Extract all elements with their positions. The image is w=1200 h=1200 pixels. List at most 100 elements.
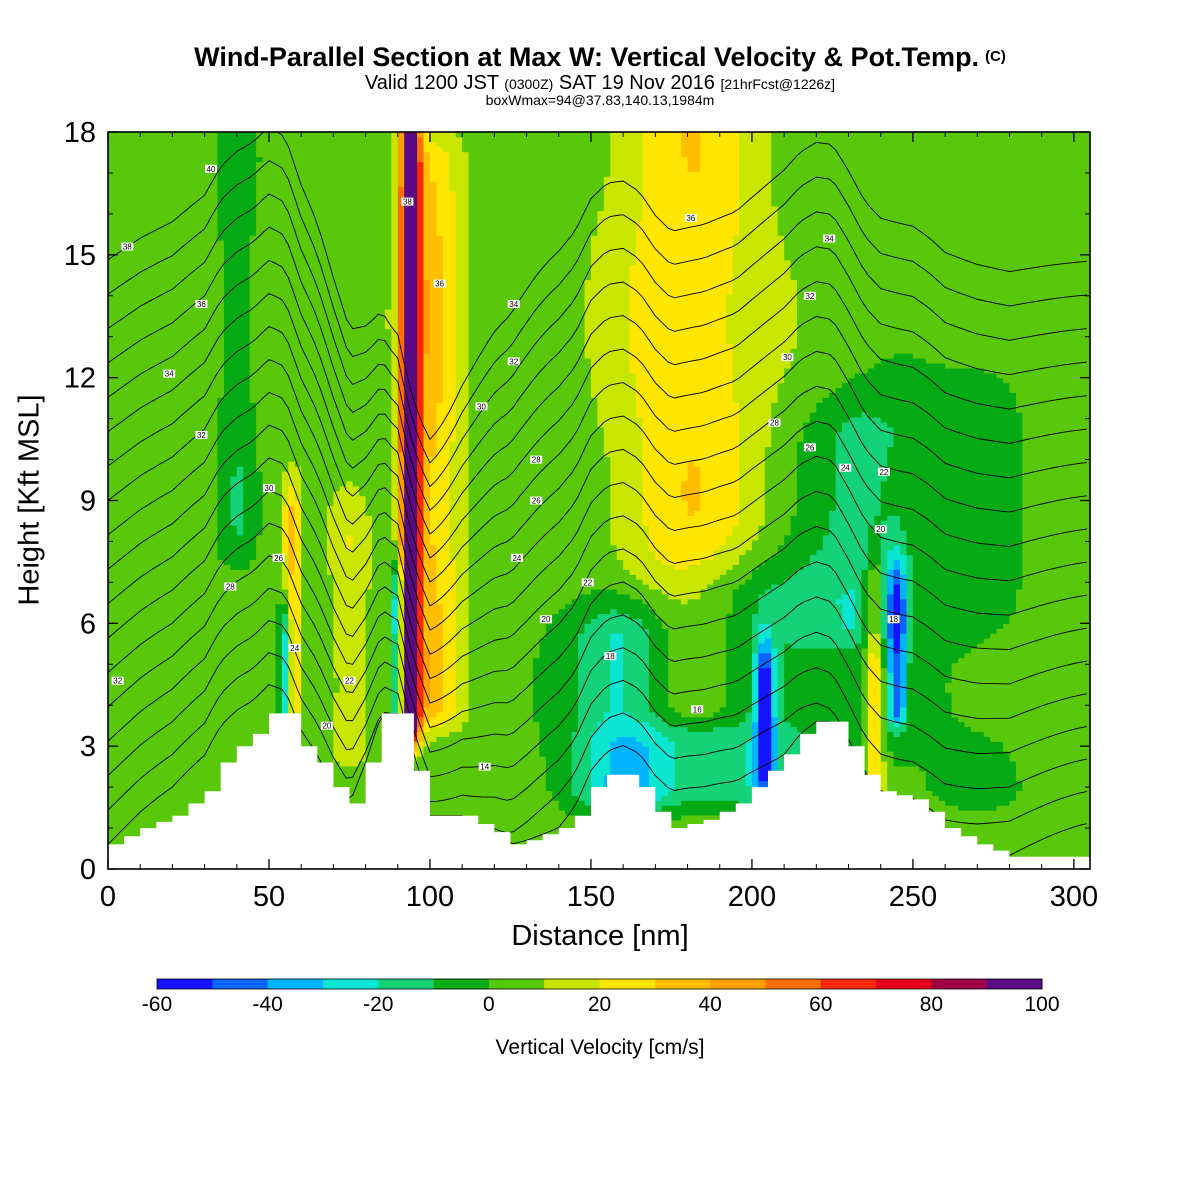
velocity-cell <box>854 132 862 374</box>
velocity-cell <box>256 534 264 869</box>
velocity-cell <box>288 485 296 507</box>
velocity-cell <box>700 588 708 718</box>
velocity-cell <box>790 647 798 728</box>
velocity-cell <box>887 731 895 752</box>
velocity-cell <box>558 132 566 610</box>
velocity-cell <box>236 534 244 570</box>
velocity-cell <box>165 132 173 869</box>
velocity-cell <box>648 711 656 728</box>
velocity-cell <box>829 510 837 649</box>
velocity-cell <box>970 647 978 733</box>
velocity-cell <box>545 790 553 869</box>
velocity-cell <box>790 132 798 280</box>
isentrope-label-text: 36 <box>197 300 206 309</box>
velocity-cell <box>970 731 978 811</box>
isentrope-label-bg <box>224 582 237 591</box>
velocity-cell <box>668 726 676 742</box>
colorbar-swatch <box>267 979 324 989</box>
velocity-cell <box>874 633 882 659</box>
velocity-cell <box>693 731 702 801</box>
isentrope-label-text: 32 <box>805 292 814 301</box>
velocity-cell <box>1009 613 1017 762</box>
velocity-cell <box>1009 132 1017 394</box>
velocity-cell <box>751 652 759 723</box>
x-axis-label: Distance [nm] <box>511 920 689 952</box>
velocity-cell <box>887 721 895 733</box>
velocity-cell <box>732 726 740 801</box>
velocity-cell <box>249 235 257 403</box>
isentrope-label-bg <box>195 431 208 439</box>
velocity-cell <box>610 132 618 546</box>
velocity-cell <box>668 132 676 565</box>
velocity-cell <box>835 431 843 600</box>
velocity-cell <box>642 746 650 791</box>
velocity-cell <box>809 412 817 556</box>
velocity-cell <box>256 132 264 158</box>
velocity-cell <box>281 588 289 605</box>
velocity-cell <box>661 795 669 806</box>
colorbar-tick-label: -20 <box>363 993 393 1016</box>
velocity-cell <box>281 505 289 556</box>
velocity-cell <box>816 402 824 551</box>
velocity-cell <box>990 741 998 811</box>
velocity-cell <box>417 726 425 733</box>
isentrope-label-bg <box>343 676 356 685</box>
velocity-cell <box>661 736 669 796</box>
isentrope-line <box>108 226 1087 512</box>
colorbar-swatch <box>433 979 490 989</box>
velocity-cell <box>726 800 734 816</box>
velocity-cell <box>784 534 792 580</box>
velocity-cell <box>700 716 708 733</box>
isentrope-label-text: 28 <box>532 456 541 465</box>
velocity-cell <box>429 716 438 728</box>
colorbar-label: Vertical Velocity [cm/s] <box>495 1036 705 1059</box>
velocity-cell <box>706 716 714 733</box>
velocity-cell <box>365 588 373 869</box>
velocity-cell <box>739 132 747 556</box>
velocity-cell <box>655 132 663 561</box>
velocity-cell <box>996 628 1004 742</box>
velocity-cell <box>249 402 257 561</box>
velocity-cell <box>423 647 431 708</box>
velocity-cell <box>771 205 779 403</box>
velocity-cell <box>275 132 283 605</box>
velocity-cell <box>533 657 541 723</box>
velocity-cell <box>809 554 817 649</box>
velocity-cell <box>668 805 676 821</box>
isentrope-label-bg <box>111 676 124 685</box>
velocity-cell <box>751 613 759 654</box>
velocity-cell <box>281 132 289 472</box>
colorbar-frame <box>156 978 1043 990</box>
velocity-cell <box>771 584 779 649</box>
y-tick-label: 18 <box>64 117 96 149</box>
x-tick-label: 200 <box>728 881 776 913</box>
velocity-cell <box>423 731 431 747</box>
velocity-cell <box>693 510 702 565</box>
velocity-cell <box>681 569 689 605</box>
velocity-cell <box>945 682 953 693</box>
velocity-cell <box>861 132 869 374</box>
velocity-cell <box>133 132 141 869</box>
velocity-cell <box>256 156 264 163</box>
velocity-cell <box>732 132 740 236</box>
velocity-cell <box>726 534 734 570</box>
colorbar: -60 -40 -20 0 20 40 60 80 100 <box>142 978 1060 1016</box>
velocity-cell <box>1015 412 1023 590</box>
isentrope-label-bg <box>684 214 697 222</box>
isentrope-label-bg <box>433 279 446 288</box>
velocity-cell <box>642 628 650 723</box>
velocity-cell <box>243 569 251 869</box>
velocity-cell <box>970 132 978 369</box>
velocity-cell <box>603 613 611 713</box>
velocity-cell <box>1003 382 1011 624</box>
velocity-cell <box>739 721 747 806</box>
velocity-cell <box>739 584 747 723</box>
velocity-cell <box>687 800 695 816</box>
velocity-cell <box>475 132 483 869</box>
velocity-cell <box>590 397 598 590</box>
velocity-cell <box>648 549 656 590</box>
terrain-mask <box>108 713 1090 869</box>
box-wmax-info: boxWmax=94@37.83,140.13,1984m <box>485 92 715 108</box>
isentrope-label-text: 36 <box>435 280 444 289</box>
velocity-cell <box>797 441 805 570</box>
